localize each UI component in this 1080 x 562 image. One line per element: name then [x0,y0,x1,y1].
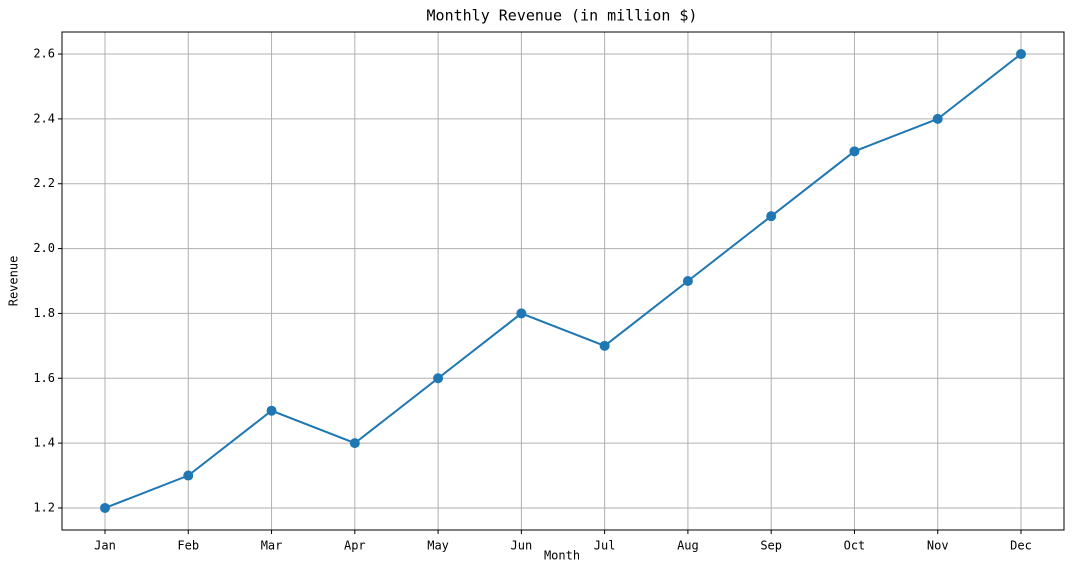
marker [433,373,444,384]
x-axis-label: Month [544,549,580,562]
plot-frame [61,31,1065,531]
x-tick-label: Sep [760,539,782,553]
marker [682,276,693,286]
marker [183,470,194,481]
marker [599,340,610,351]
line [104,53,1022,509]
x-tick-label: Apr [344,539,366,553]
x-tick-label: Oct [844,539,866,553]
chart-title: Monthly Revenue (in million $) [427,7,698,25]
marker [932,113,943,124]
x-tick-label: Jun [511,539,533,553]
x-tick-label: Nov [927,539,949,553]
marker [766,211,777,222]
marker [266,405,277,416]
x-tick-label: Feb [177,539,199,553]
x-tick-label: Jul [594,539,616,553]
y-tick-label: 2.4 [33,111,55,125]
y-tick-label: 2.2 [33,176,55,190]
y-tick-label: 2.6 [33,47,55,61]
marker [100,502,110,513]
x-tick-label: May [427,539,449,553]
marker [516,308,527,319]
x-tick-label: Aug [677,539,699,553]
x-tick-label: Jan [94,539,116,553]
y-tick-label: 2.0 [33,241,55,255]
y-axis-label: Revenue [7,256,21,307]
y-tick-label: 1.8 [33,306,55,320]
x-tick-label: Mar [261,539,283,553]
y-tick-label: 1.4 [33,436,55,450]
marker [1016,49,1026,60]
y-tick-label: 1.6 [33,371,55,385]
marker [849,146,860,157]
marker [349,438,360,449]
x-tick-label: Dec [1010,539,1032,553]
y-tick-label: 1.2 [33,500,55,514]
